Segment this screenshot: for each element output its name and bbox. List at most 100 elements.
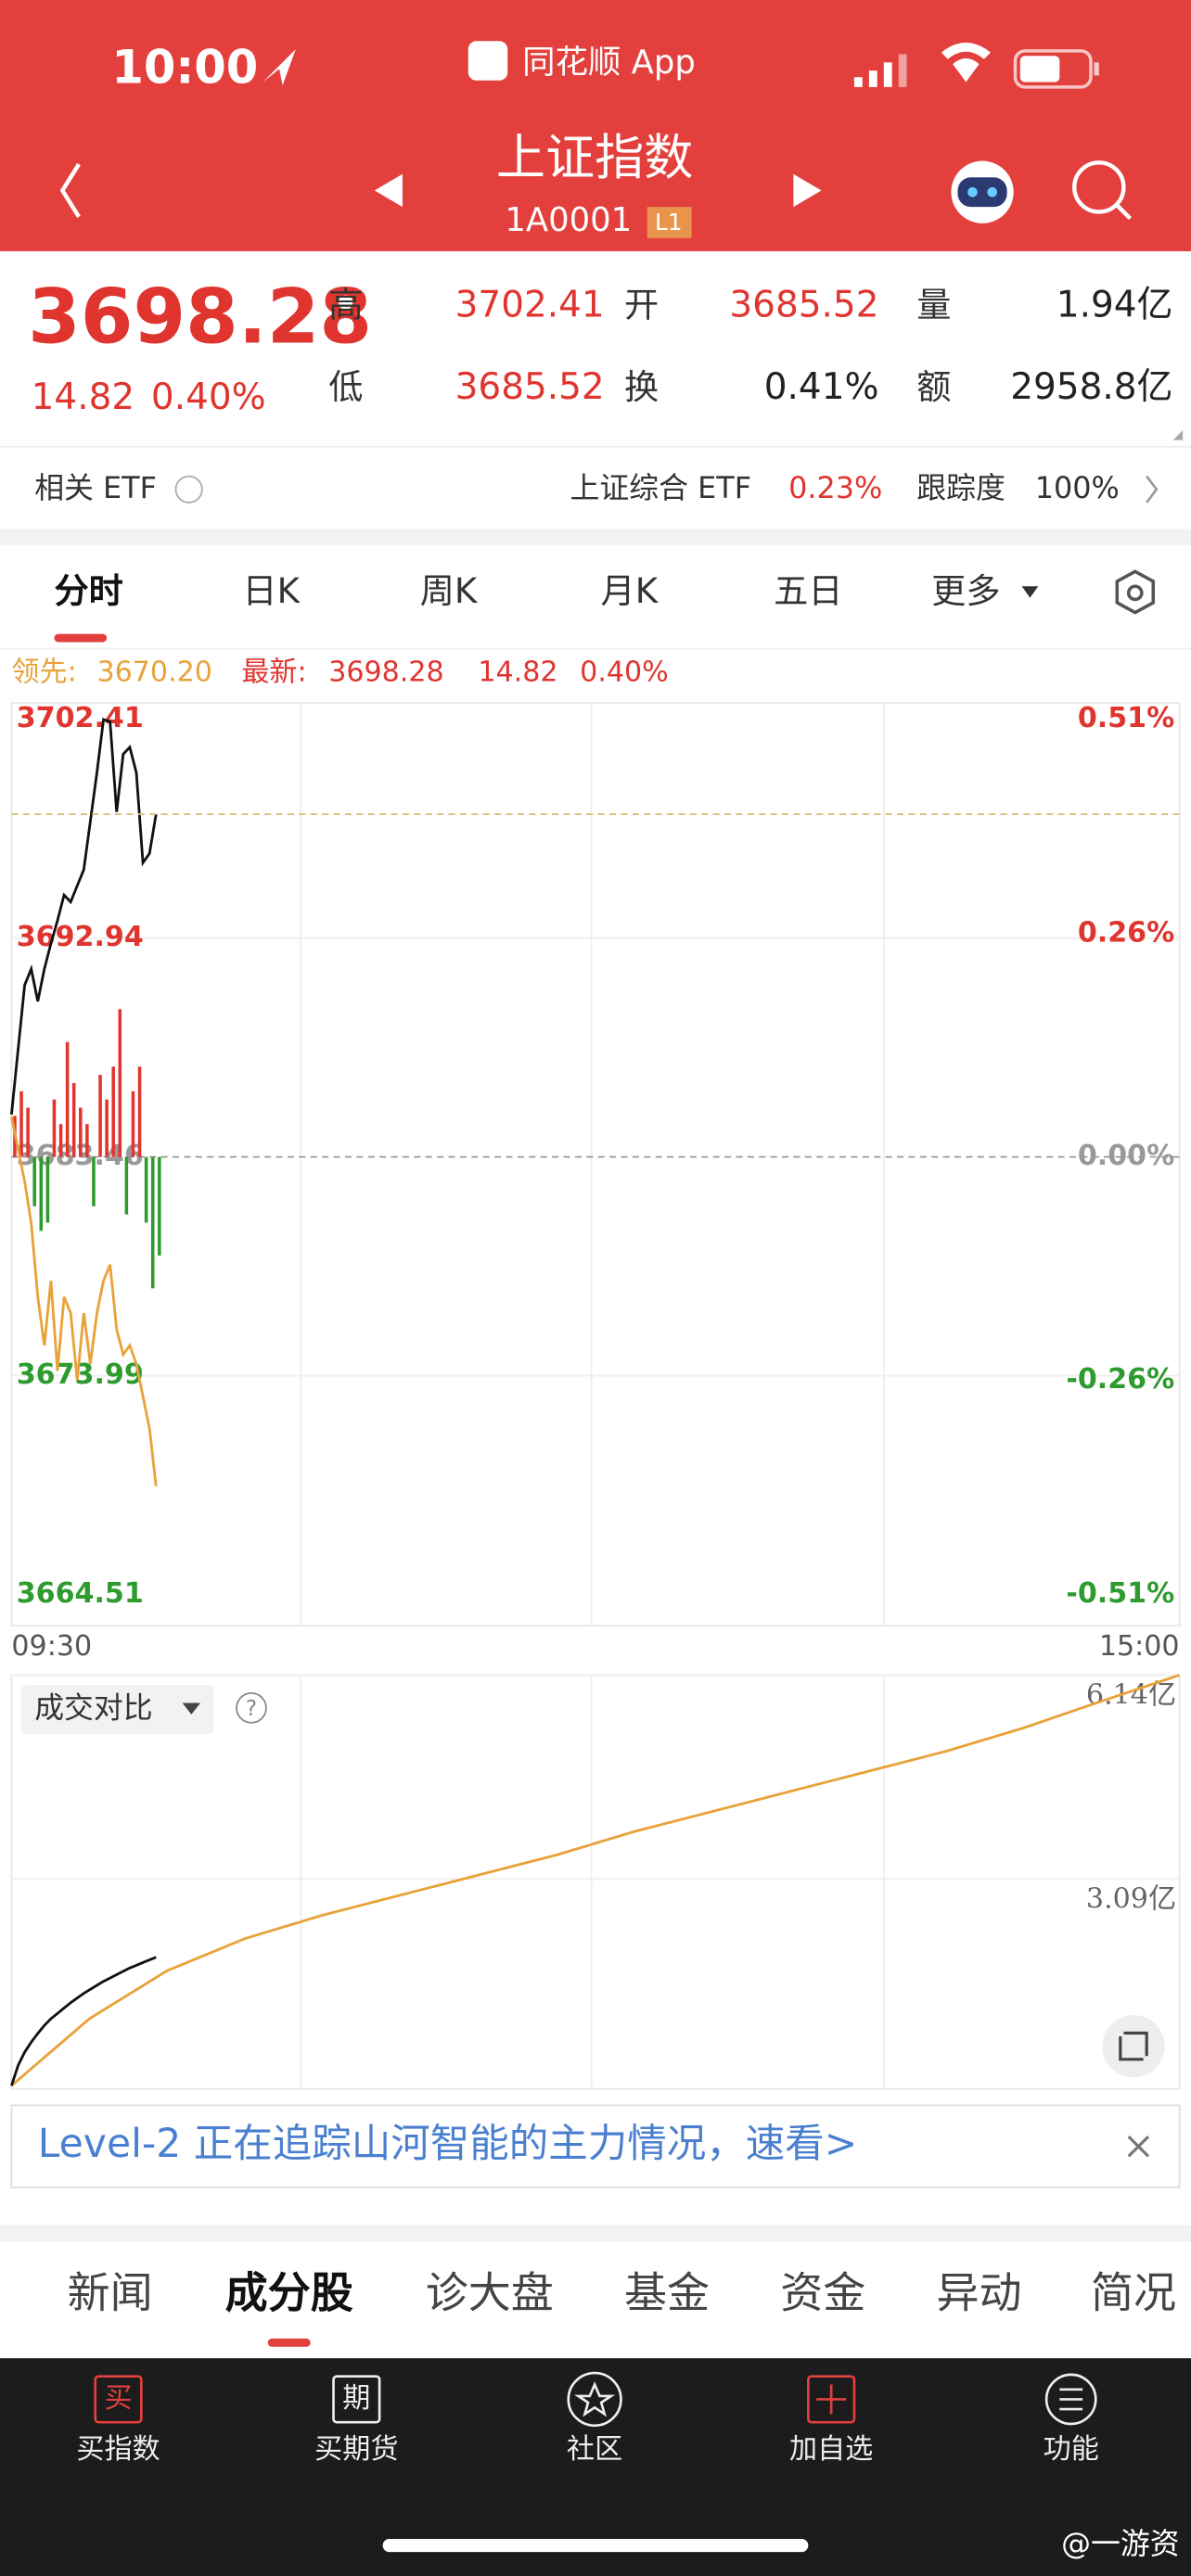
help-icon[interactable]: [174, 475, 203, 504]
subtab: 异动: [936, 2267, 1021, 2317]
stat-value: 1.94亿: [1057, 285, 1173, 326]
corner: [1172, 430, 1184, 440]
volume-bar: [32, 1156, 36, 1206]
settings-icon[interactable]: [1115, 569, 1156, 615]
nav-label: 买指数: [76, 2433, 160, 2466]
y-tick-label: 3692.94: [17, 921, 144, 953]
legend-value: 3698.28: [328, 657, 443, 689]
tab: 月K: [601, 570, 660, 611]
y-tick-label: 6.14亿: [1086, 1678, 1176, 1711]
volume-bar: [71, 1082, 76, 1157]
gap: [0, 2225, 1191, 2242]
volume-bar: [19, 1090, 23, 1157]
stat-value: 3702.41: [455, 285, 605, 326]
subtab: 资金: [780, 2267, 865, 2317]
watermark: @一游资: [1061, 2526, 1179, 2561]
status-time: 10:00: [111, 41, 258, 95]
subtab: 简况: [1091, 2267, 1176, 2317]
stat-label: 开: [624, 285, 659, 325]
nav-label: 社区: [567, 2433, 622, 2466]
subtab: 基金: [624, 2267, 710, 2317]
volume-bar: [118, 1009, 122, 1157]
stat-label: 量: [916, 285, 951, 325]
track-label: 跟踪度: [916, 470, 1005, 505]
volume-frame: [10, 1674, 1181, 2090]
search-button[interactable]: [1072, 160, 1133, 221]
legend-value: 0.40%: [580, 657, 669, 689]
volume-bar: [158, 1156, 161, 1256]
compare-button[interactable]: [21, 1685, 214, 1735]
status-icons: [263, 43, 1099, 89]
volume-bar: [98, 1075, 102, 1157]
compare-label: 成交对比: [34, 1690, 152, 1726]
volume-bar: [26, 1107, 30, 1157]
volume-bar: [39, 1156, 44, 1231]
volume-bar: [92, 1156, 96, 1206]
svg-text:?: ?: [246, 1697, 257, 1721]
y2-tick-label: -0.51%: [1066, 1577, 1174, 1610]
tab: 五日: [774, 570, 842, 611]
volume-bar: [137, 1066, 142, 1157]
badge: L1: [655, 209, 683, 236]
prev-button[interactable]: [374, 173, 403, 208]
volume-bar: [52, 1099, 57, 1157]
etf-pct: 0.23%: [788, 470, 882, 505]
app-name: 同花顺 App: [522, 44, 696, 82]
v-grid: [300, 702, 885, 2089]
cumulative-line: [10, 1674, 1181, 2087]
tab: 更多: [931, 570, 1000, 611]
chart-frame: [10, 702, 1181, 1627]
chevron: [1146, 475, 1159, 504]
stat-label: 高: [328, 285, 363, 325]
volume-bar: [85, 1124, 89, 1157]
nav-label: 买期货: [314, 2433, 398, 2466]
subtab: 新闻: [68, 2267, 153, 2317]
title: 上证指数: [496, 129, 694, 186]
y-tick-label: 3702.41: [17, 702, 144, 734]
stat-value: 2958.8亿: [1010, 366, 1172, 408]
y-tick-label: 3664.51: [17, 1577, 144, 1610]
robot-icon[interactable]: [951, 160, 1014, 223]
volume-bar: [79, 1107, 83, 1157]
subtab: 成分股: [225, 2267, 353, 2317]
y-tick-label: 3.09亿: [1086, 1882, 1176, 1915]
code: 1A0001: [505, 201, 632, 239]
y2-tick-label: 0.00%: [1078, 1140, 1174, 1172]
tab: 分时: [54, 570, 122, 611]
subtab-underline: [267, 2338, 311, 2347]
nav-label: 功能: [1044, 2433, 1099, 2466]
nav-icons: [94, 2371, 1097, 2428]
stat-label: 低: [328, 366, 363, 407]
back-button[interactable]: [59, 162, 81, 218]
change-pct: 0.40%: [151, 376, 266, 418]
tab-underline: [54, 633, 108, 643]
volume-bar: [105, 1099, 109, 1157]
cumulative-line: [10, 1956, 157, 2086]
x-tick-label: 15:00: [1099, 1630, 1180, 1663]
expand-button[interactable]: [1102, 2015, 1165, 2078]
price-line: [10, 1116, 158, 1486]
x-tick-label: 09:30: [11, 1630, 92, 1663]
volume-bar: [65, 1041, 70, 1157]
volume-bar: [144, 1156, 148, 1223]
volume-bar: [45, 1156, 50, 1223]
volume-bar: [124, 1156, 129, 1215]
gap: [0, 529, 1191, 545]
price-line: [9, 718, 158, 1115]
more-arrow[interactable]: [1021, 586, 1039, 598]
volume-bar: [150, 1156, 155, 1289]
banner-text: Level-2 正在追踪山河智能的主力情况，速看>: [38, 2122, 858, 2167]
change: 14.82: [32, 376, 135, 418]
etf-label: 相关 ETF: [34, 470, 157, 505]
next-button[interactable]: [793, 173, 822, 208]
y2-tick-label: -0.26%: [1066, 1363, 1174, 1396]
banner[interactable]: [10, 2104, 1181, 2188]
volume-bar: [58, 1124, 63, 1157]
close-banner[interactable]: [1127, 2135, 1150, 2158]
tab: 日K: [242, 570, 301, 611]
nav-icon-text: 买: [104, 2382, 132, 2415]
nav-icon-text: 期: [342, 2382, 370, 2415]
subtab: 诊大盘: [426, 2267, 554, 2317]
price: 3698.28: [28, 274, 372, 362]
volume-bar: [131, 1090, 135, 1157]
